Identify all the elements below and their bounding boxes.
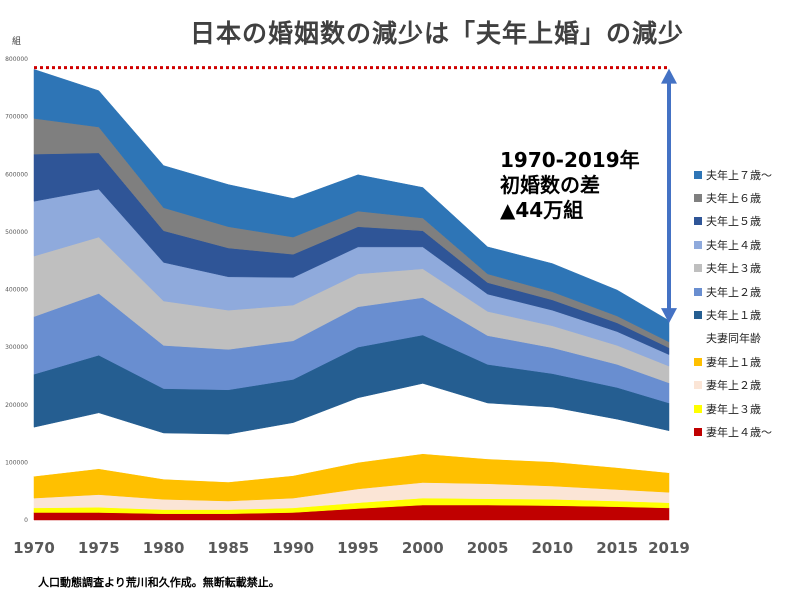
legend-label: 妻年上３歳 [706,402,761,416]
legend-label: 夫年上３歳 [706,262,761,276]
legend-swatch [694,404,702,413]
legend-label: 夫年上５歳 [706,215,761,229]
annotation-period: 1970-2019年 [500,148,640,172]
legend-item: 夫年上１歳 [694,303,772,326]
legend: 夫年上７歳～ 夫年上６歳夫年上５歳夫年上４歳夫年上３歳夫年上２歳夫年上１歳夫妻同年… [694,163,772,444]
x-tick-label: 1980 [143,539,185,557]
legend-label: 妻年上４歳～ [706,425,772,439]
legend-swatch [694,311,702,320]
x-tick-label: 2019 [648,539,690,557]
x-axis: 1970 1975 1980 1985 1990 1995 2000 2005 2010 2015… [13,539,690,557]
annotation-value: ▲44万組 [500,198,584,222]
x-tick-label: 1990 [272,539,314,557]
difference-annotation: 1970-2019年 初婚数の差 ▲44万組 [500,148,640,223]
legend-label: 夫妻同年齢 [706,332,761,346]
x-tick-label: 1995 [337,539,379,557]
chart-areas [33,69,670,521]
legend-label: 夫年上４歳 [706,238,761,252]
legend-swatch [694,194,702,203]
area-series-11 [33,69,670,343]
y-tick-label: 400000 [5,287,28,294]
legend-label: 夫年上６歳 [706,192,761,206]
y-axis-unit-label: 組 [12,37,22,47]
legend-swatch [694,264,702,273]
y-tick-label: 600000 [5,171,28,178]
legend-swatch [694,240,702,249]
chart-title: 日本の婚姻数の減少は「夫年上婚」の減少 [190,19,685,48]
difference-arrow-head-bottom [661,308,677,324]
y-axis: 0 100000 200000 300000 400000 500000 600000 700… [5,56,28,524]
legend-swatch [694,381,702,390]
legend-swatch [694,170,702,179]
legend-label: 妻年上１歳 [706,355,761,369]
legend-swatch [694,287,702,296]
y-tick-label: 800000 [5,56,28,63]
y-tick-label: 300000 [5,344,28,351]
legend-item: 妻年上２歳 [694,374,772,397]
legend-item: 夫年上５歳 [694,210,772,233]
y-tick-label: 500000 [5,229,28,236]
x-tick-label: 1970 [13,539,55,557]
legend-item: 夫年上２歳 [694,280,772,303]
legend-item: 夫年上６歳 [694,186,772,209]
legend-swatch [694,334,702,343]
y-tick-label: 200000 [5,402,28,409]
legend-item: 妻年上１歳 [694,350,772,373]
legend-item: 夫年上７歳～ [694,163,772,186]
legend-swatch [694,357,702,366]
legend-swatch [694,427,702,436]
legend-item: 夫妻同年齢 [694,327,772,350]
y-tick-label: 700000 [5,114,28,121]
legend-swatch [694,217,702,226]
y-tick-label: 0 [24,517,28,524]
x-tick-label: 1975 [78,539,120,557]
x-tick-label: 2005 [467,539,509,557]
chart-annotations [34,66,677,324]
legend-item: 夫年上３歳 [694,257,772,280]
y-tick-label: 100000 [5,459,28,466]
x-tick-label: 1985 [208,539,250,557]
x-tick-label: 2010 [531,539,573,557]
legend-label: 妻年上２歳 [706,379,761,393]
legend-item: 妻年上３歳 [694,397,772,420]
annotation-label: 初婚数の差 [500,173,600,197]
x-tick-label: 2015 [596,539,638,557]
difference-arrow-head-top [661,68,677,84]
x-tick-label: 2000 [402,539,444,557]
legend-item: 夫年上４歳 [694,233,772,256]
legend-label: 夫年上７歳～ [706,168,772,182]
legend-label: 夫年上１歳 [706,309,761,323]
legend-label: 夫年上２歳 [706,285,761,299]
legend-item: 妻年上４歳～ [694,420,772,443]
source-note: 人口動態調査より荒川和久作成。無断転載禁止。 [38,576,280,589]
